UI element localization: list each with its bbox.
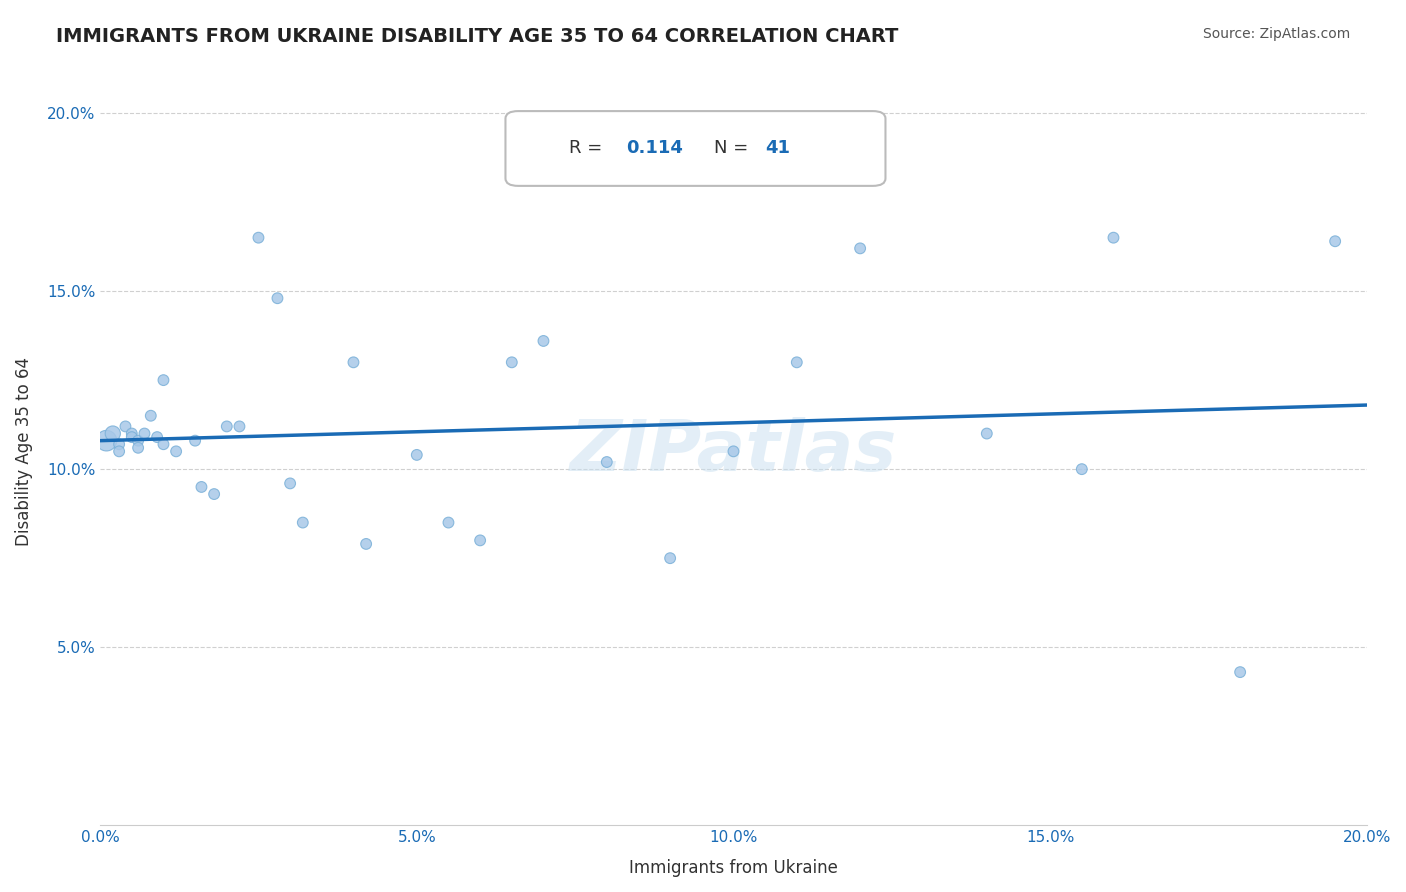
Point [152,373,174,387]
Point [278,476,301,491]
Text: IMMIGRANTS FROM UKRAINE DISABILITY AGE 35 TO 64 CORRELATION CHART: IMMIGRANTS FROM UKRAINE DISABILITY AGE 3… [56,27,898,45]
Text: 41: 41 [765,139,790,158]
Text: Source: ZipAtlas.com: Source: ZipAtlas.com [1202,27,1350,41]
Point [533,334,555,348]
Point [405,448,427,462]
Point [1102,230,1125,244]
Point [121,430,143,444]
Y-axis label: Disability Age 35 to 64: Disability Age 35 to 64 [15,357,32,546]
Point [202,487,225,501]
Text: ZIPatlas: ZIPatlas [569,417,897,486]
Point [101,426,124,441]
Point [127,441,149,455]
Point [342,355,364,369]
Point [152,437,174,451]
Point [121,426,143,441]
Point [849,241,872,255]
Text: R =: R = [569,139,607,158]
FancyBboxPatch shape [506,112,886,186]
Point [184,434,207,448]
Point [215,419,238,434]
Point [108,444,131,458]
Point [114,419,136,434]
Point [354,537,377,551]
Point [659,551,682,566]
X-axis label: Immigrants from Ukraine: Immigrants from Ukraine [628,859,838,877]
Point [139,409,162,423]
Point [165,444,187,458]
Point [190,480,212,494]
Point [146,430,169,444]
Point [468,533,491,548]
Point [1324,234,1347,248]
Point [134,426,156,441]
Point [723,444,745,458]
Point [976,426,998,441]
Point [127,434,149,448]
Point [228,419,250,434]
Point [437,516,460,530]
Point [266,291,288,305]
Point [596,455,619,469]
Point [786,355,808,369]
Point [247,230,270,244]
Text: 0.114: 0.114 [626,139,683,158]
Point [501,355,523,369]
Point [1070,462,1092,476]
Point [291,516,314,530]
Text: N =: N = [714,139,755,158]
Point [108,437,131,451]
Point [1229,665,1251,680]
Point [96,434,118,448]
